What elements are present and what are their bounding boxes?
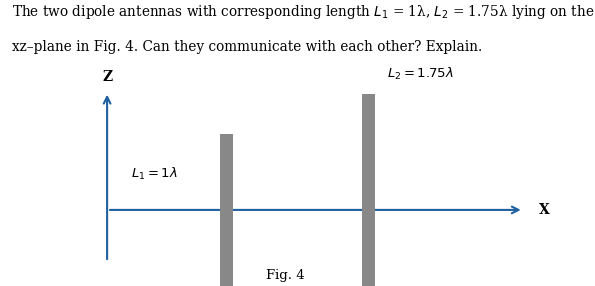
Text: The two dipole antennas with corresponding length $L_1$ = 1λ, $L_2$ = 1.75λ lyin: The two dipole antennas with correspondi…	[12, 3, 594, 21]
Text: Z: Z	[102, 70, 112, 84]
Text: $L_2 = 1.75\lambda$: $L_2 = 1.75\lambda$	[387, 66, 453, 82]
Bar	[220, 134, 233, 286]
Text: X: X	[538, 203, 549, 217]
Text: xz–plane in Fig. 4. Can they communicate with each other? Explain.: xz–plane in Fig. 4. Can they communicate…	[12, 40, 482, 54]
Bar	[362, 94, 375, 286]
Text: Fig. 4: Fig. 4	[267, 269, 305, 282]
Text: $L_1 = 1\lambda$: $L_1 = 1\lambda$	[131, 166, 178, 182]
